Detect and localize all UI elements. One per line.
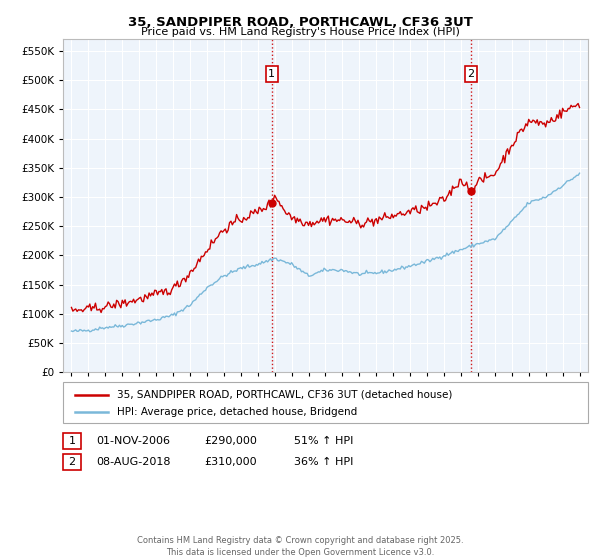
Text: Contains HM Land Registry data © Crown copyright and database right 2025.
This d: Contains HM Land Registry data © Crown c… bbox=[137, 536, 463, 557]
Text: Price paid vs. HM Land Registry's House Price Index (HPI): Price paid vs. HM Land Registry's House … bbox=[140, 27, 460, 37]
Text: 51% ↑ HPI: 51% ↑ HPI bbox=[294, 436, 353, 446]
Text: 01-NOV-2006: 01-NOV-2006 bbox=[96, 436, 170, 446]
Text: 35, SANDPIPER ROAD, PORTHCAWL, CF36 3UT: 35, SANDPIPER ROAD, PORTHCAWL, CF36 3UT bbox=[128, 16, 472, 29]
Text: £290,000: £290,000 bbox=[204, 436, 257, 446]
Text: 08-AUG-2018: 08-AUG-2018 bbox=[96, 457, 170, 467]
Text: 2: 2 bbox=[467, 69, 475, 80]
Text: HPI: Average price, detached house, Bridgend: HPI: Average price, detached house, Brid… bbox=[117, 407, 357, 417]
Text: 36% ↑ HPI: 36% ↑ HPI bbox=[294, 457, 353, 467]
Text: £310,000: £310,000 bbox=[204, 457, 257, 467]
Text: 1: 1 bbox=[268, 69, 275, 80]
Text: 1: 1 bbox=[68, 436, 76, 446]
Text: 35, SANDPIPER ROAD, PORTHCAWL, CF36 3UT (detached house): 35, SANDPIPER ROAD, PORTHCAWL, CF36 3UT … bbox=[117, 390, 452, 400]
Text: 2: 2 bbox=[68, 457, 76, 467]
